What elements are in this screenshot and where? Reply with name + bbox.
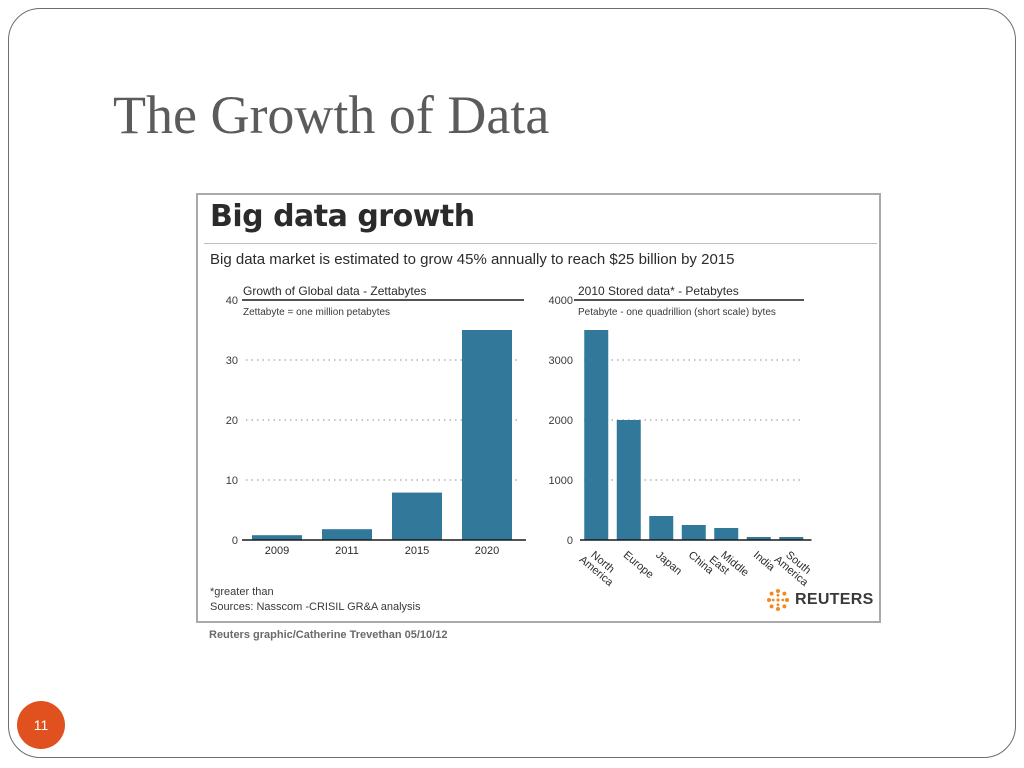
chart1-bar: [392, 492, 442, 540]
slide-title: The Growth of Data: [113, 85, 550, 145]
chart2-xtick-label: SouthAmerica: [772, 545, 818, 589]
reuters-logo-icon: [767, 589, 789, 611]
figure-subtitle: Big data market is estimated to grow 45%…: [210, 251, 735, 268]
figure-divider: [204, 243, 877, 244]
chart1-subtitle: Zettabyte = one million petabytes: [243, 307, 390, 318]
chart2-bar: [584, 330, 609, 540]
chart2-xtick-label: MiddleEast: [707, 545, 751, 587]
chart2-bar: [681, 525, 706, 540]
chart2-bar: [616, 420, 641, 540]
chart1-xtick-label: 2020: [475, 545, 499, 557]
chart2-bar: [779, 537, 804, 540]
graphic-credit: Reuters graphic/Catherine Trevethan 05/1…: [209, 629, 448, 641]
figure-panel: Big data growth Big data market is estim…: [196, 193, 881, 623]
figure-title: Big data growth: [210, 199, 475, 234]
chart1-ytick-label: 40: [226, 295, 238, 307]
page-number: 11: [33, 717, 49, 733]
chart1-ytick-label: 0: [232, 535, 238, 547]
chart2-ytick-label: 2000: [549, 415, 573, 427]
chart1-bar: [462, 330, 512, 540]
chart2-ytick-label: 0: [567, 535, 573, 547]
chart1-title: Growth of Global data - Zettabytes: [243, 284, 426, 298]
page-number-badge: 11: [17, 701, 65, 749]
chart1-xtick-label: 2009: [265, 545, 289, 557]
chart2-xtick-label: Europe: [621, 549, 656, 581]
chart1-xtick-label: 2015: [405, 545, 429, 557]
chart1-bar: [322, 529, 372, 540]
slide-frame: [8, 8, 1016, 758]
chart1-ytick-label: 10: [226, 475, 238, 487]
reuters-logo-text: REUTERS: [795, 591, 874, 608]
figure-sources: Sources: Nasscom -CRISIL GR&A analysis: [210, 601, 421, 613]
chart2-bar: [746, 537, 771, 540]
chart2-ytick-label: 1000: [549, 475, 573, 487]
chart2-xtick-label: Japan: [653, 549, 684, 577]
reuters-logo: REUTERS: [766, 588, 874, 612]
chart2-title: 2010 Stored data* - Petabytes: [578, 284, 739, 298]
chart1-ytick-label: 20: [226, 415, 238, 427]
charts-canvas: Growth of Global data - Zettabytes Zettab…: [226, 284, 818, 589]
chart1-ytick-label: 30: [226, 355, 238, 367]
chart2-xtick-label: NorthAmerica: [577, 545, 623, 589]
figure-footnote: *greater than: [210, 586, 274, 598]
chart2-ytick-label: 4000: [549, 295, 573, 307]
chart2-subtitle: Petabyte - one quadrillion (short scale)…: [578, 307, 776, 318]
chart1-xtick-label: 2011: [335, 545, 359, 557]
chart2-bar: [649, 516, 674, 540]
chart2-bar: [714, 528, 739, 540]
chart1-bar: [252, 535, 302, 540]
chart2-ytick-label: 3000: [549, 355, 573, 367]
